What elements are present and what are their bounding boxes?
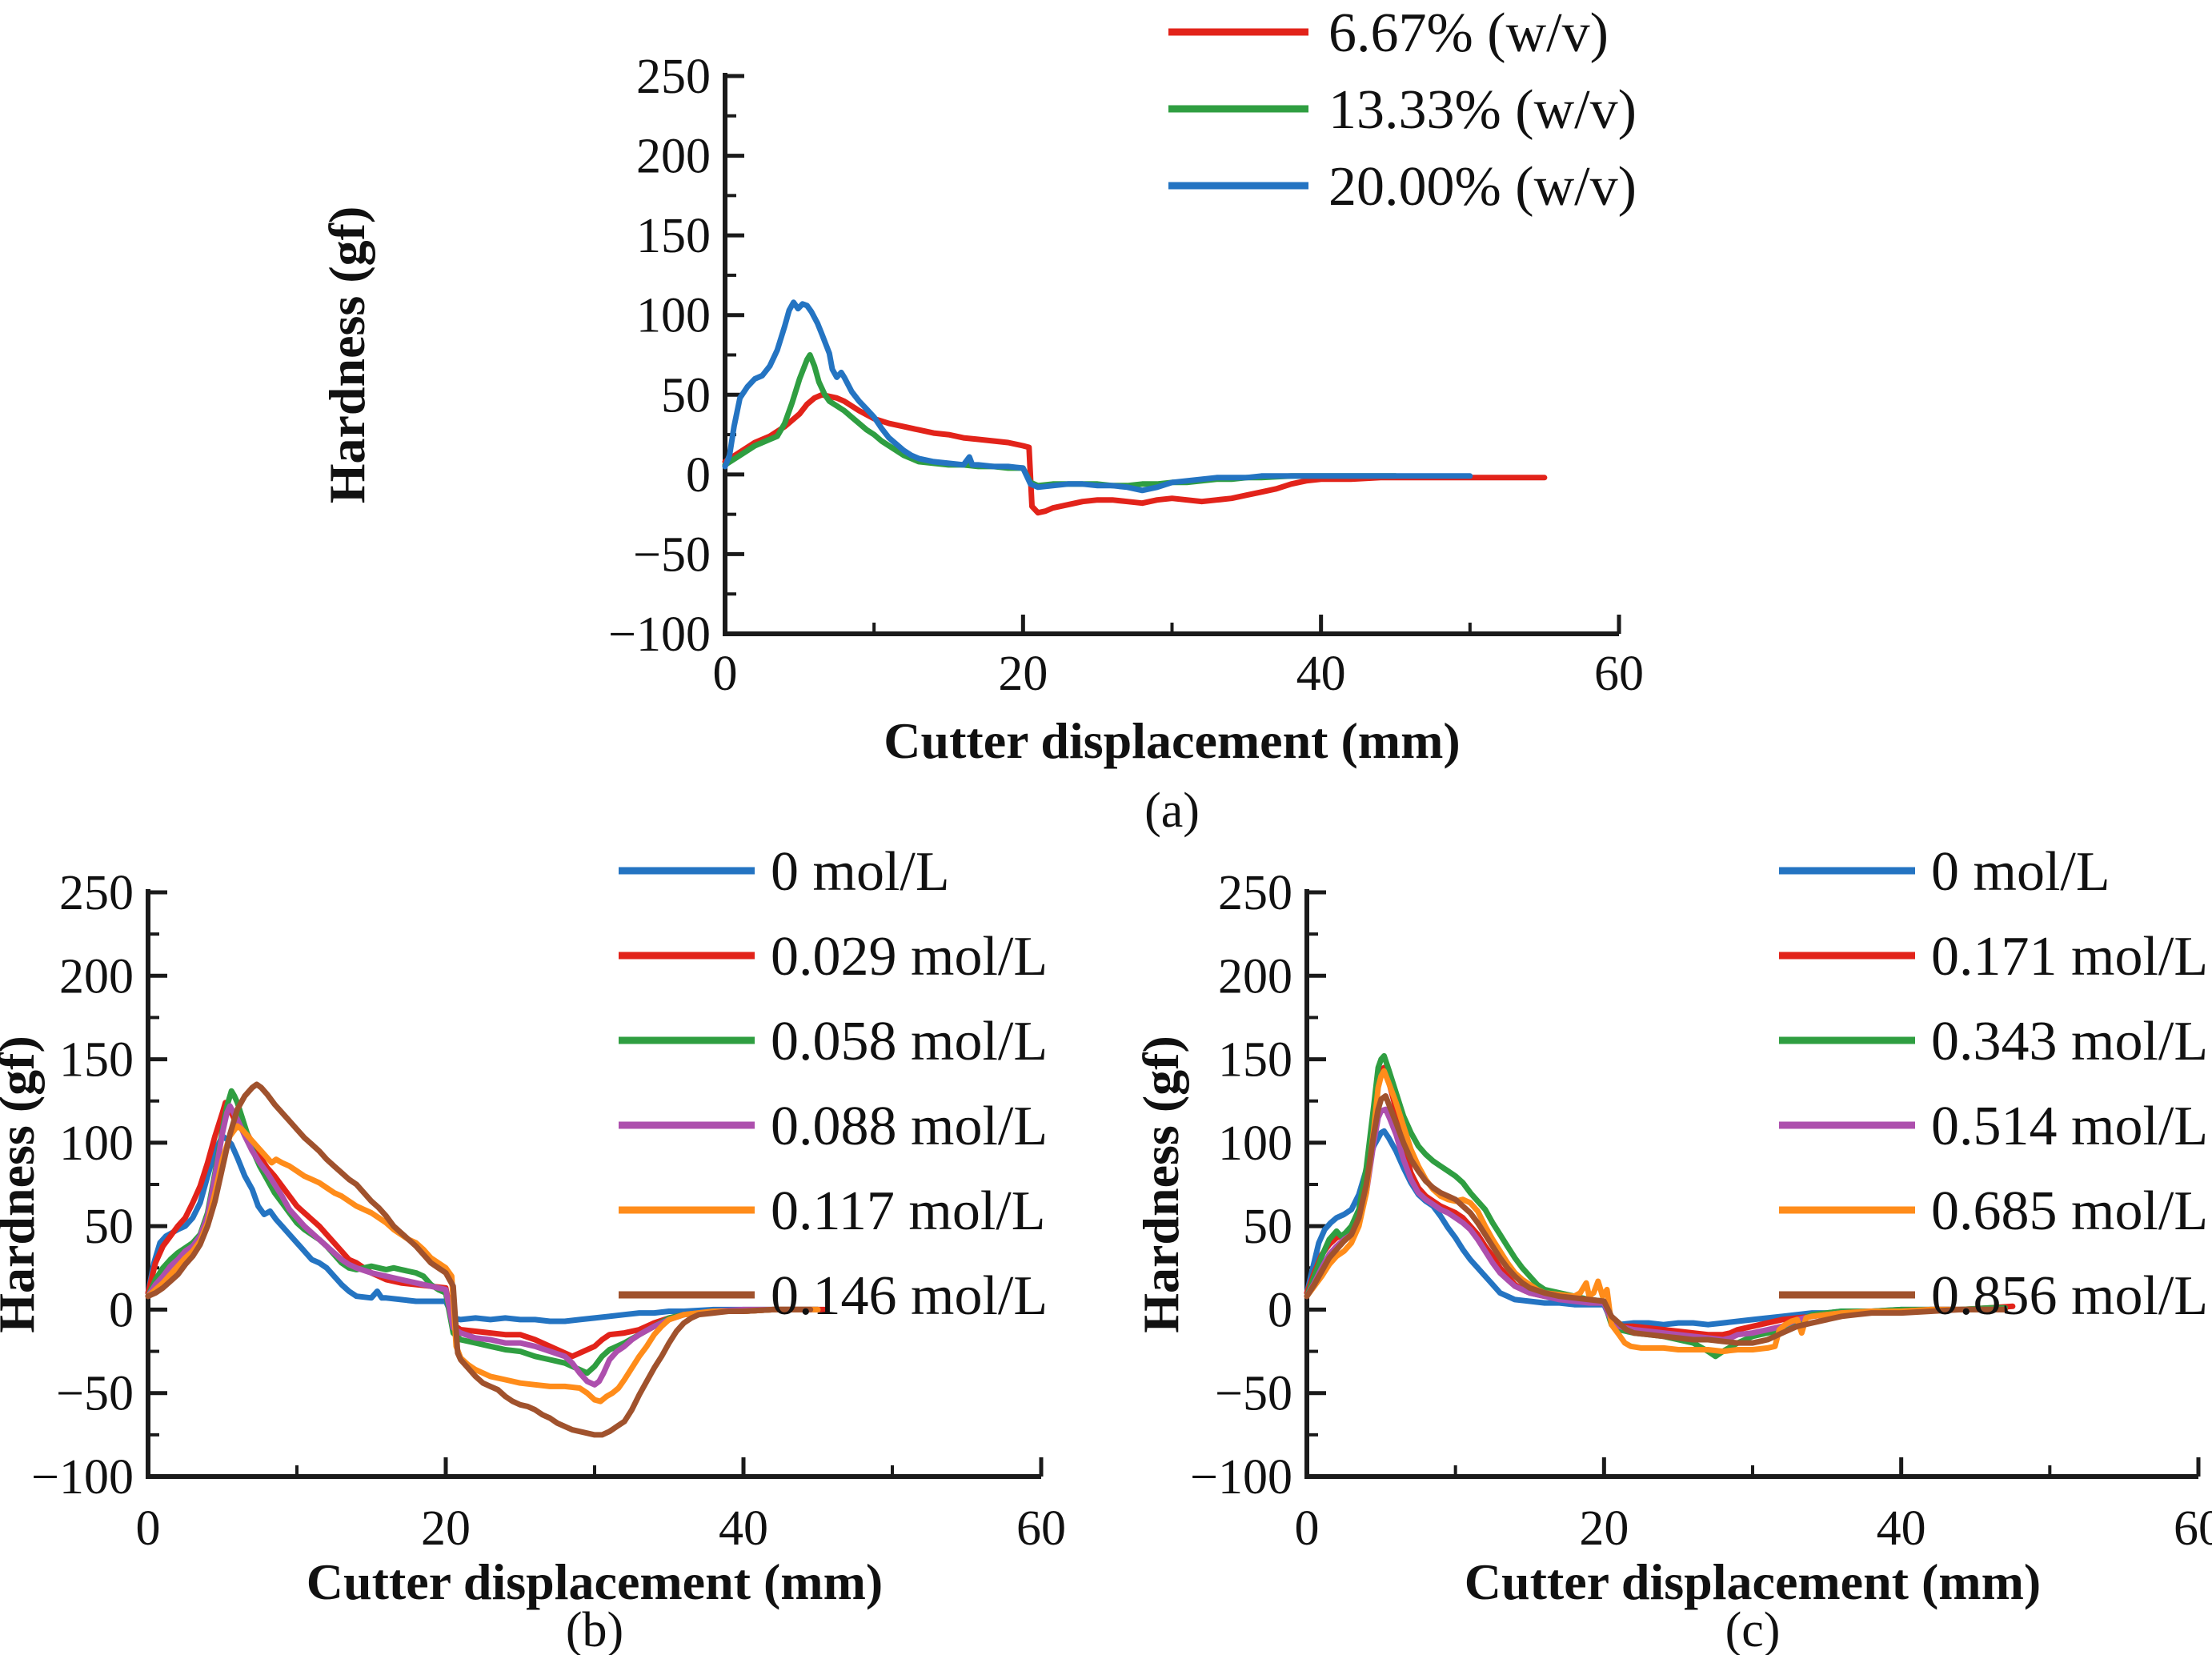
x-tick-label: 0 [136, 1501, 161, 1556]
y-axis-label: Hardness (gf) [1132, 1036, 1189, 1333]
legend-item: 0.514 mol/L [1779, 1096, 2208, 1157]
legend-item: 0.685 mol/L [1779, 1180, 2208, 1242]
y-tick-label: 50 [661, 368, 711, 423]
legend-label: 0.029 mol/L [771, 926, 1048, 988]
series-line-4 [145, 1123, 821, 1405]
chart-b-host: −100 −50 0 50 100 150 200 250 0 20 40 60 Cutter disp… [0, 832, 1120, 1655]
y-tick-label: −50 [633, 527, 711, 582]
y-tick-label: 200 [1218, 949, 1292, 1004]
y-tick-label: 150 [1218, 1033, 1292, 1088]
caption-c: (c) [1725, 1603, 1781, 1655]
y-tick-label: 50 [84, 1200, 134, 1254]
legend-label: 0.514 mol/L [1931, 1096, 2208, 1157]
y-tick-label: 0 [109, 1283, 134, 1337]
series-line-4 [1304, 1068, 2009, 1355]
legend-label: 0.058 mol/L [771, 1011, 1048, 1072]
y-tick-label: −100 [31, 1450, 134, 1505]
x-tick-label: 60 [1016, 1501, 1066, 1556]
y-tick-label: 200 [59, 949, 134, 1004]
y-tick-label: −100 [608, 607, 711, 662]
chart-c-host: −100 −50 0 50 100 150 200 250 0 20 40 60 Cutter disp… [1120, 832, 2212, 1655]
caption-a: (a) [1144, 783, 1200, 838]
legend-item: 6.67% (w/v) [1168, 2, 1609, 64]
series-line-0 [145, 1133, 821, 1324]
y-tick-label: −50 [56, 1367, 134, 1421]
y-axis-label: Hardness (gf) [0, 1036, 45, 1333]
y-tick-label: 250 [636, 50, 711, 104]
legend-label: 0.343 mol/L [1931, 1011, 2208, 1072]
y-tick-label: 200 [636, 130, 711, 184]
series-line-5 [1304, 1093, 2009, 1346]
x-tick-label: 60 [2174, 1501, 2212, 1556]
y-tick-label: 100 [59, 1116, 134, 1171]
x-tick-label: 20 [998, 647, 1048, 701]
x-tick-label: 40 [1296, 647, 1346, 701]
legend-label: 0.685 mol/L [1931, 1180, 2208, 1242]
chart-c: −100 −50 0 50 100 150 200 250 0 20 40 60 Cutter disp… [1132, 841, 2212, 1610]
legend-item: 0.146 mol/L [619, 1265, 1048, 1327]
y-tick-label: 50 [1243, 1200, 1292, 1254]
legend-item: 0.058 mol/L [619, 1011, 1048, 1072]
legend-item: 20.00% (w/v) [1168, 156, 1637, 218]
y-tick-label: −50 [1215, 1367, 1292, 1421]
caption-b: (b) [565, 1603, 624, 1655]
series-line-1 [722, 352, 1399, 489]
legend: 0 mol/L 0.029 mol/L 0.058 mol/L 0.088 mol/L… [619, 841, 1048, 1327]
x-tick-label: 60 [1594, 647, 1644, 701]
y-tick-label: 250 [59, 866, 134, 920]
legend-label: 0.171 mol/L [1931, 926, 2208, 988]
legend-label: 0.146 mol/L [771, 1265, 1048, 1327]
legend-label: 0 mol/L [771, 841, 950, 903]
series-line-2 [1304, 1052, 2009, 1360]
legend: 0 mol/L 0.171 mol/L 0.343 mol/L 0.514 mol/L… [1779, 841, 2208, 1327]
legend-label: 20.00% (w/v) [1328, 156, 1637, 218]
legend-item: 0.171 mol/L [1779, 926, 2208, 988]
legend-item: 0.029 mol/L [619, 926, 1048, 988]
legend-label: 0.117 mol/L [771, 1180, 1046, 1242]
chart-a-host: −100 −50 0 50 100 150 200 250 0 20 40 60 Cutter disp… [304, 0, 1681, 848]
x-tick-label: 0 [1295, 1501, 1320, 1556]
legend-label: 0.856 mol/L [1931, 1265, 2208, 1327]
legend-item: 0 mol/L [1779, 841, 2110, 903]
y-axis-label: Hardness (gf) [319, 206, 375, 504]
series-line-5 [145, 1081, 814, 1438]
x-tick-label: 40 [1877, 1501, 1926, 1556]
legend-item: 0.088 mol/L [619, 1096, 1048, 1157]
y-tick-label: 0 [1268, 1283, 1292, 1337]
y-tick-label: 150 [59, 1033, 134, 1088]
y-tick-label: 150 [636, 209, 711, 263]
legend-label: 13.33% (w/v) [1328, 79, 1637, 141]
series-line-2 [722, 299, 1473, 494]
legend-item: 0.343 mol/L [1779, 1011, 2208, 1072]
y-tick-label: 250 [1218, 866, 1292, 920]
series-line-3 [145, 1103, 821, 1388]
legend-label: 6.67% (w/v) [1328, 2, 1609, 64]
legend-label: 0 mol/L [1931, 841, 2110, 903]
x-tick-label: 40 [719, 1501, 768, 1556]
y-tick-label: 0 [686, 448, 711, 503]
x-axis-label: Cutter displacement (mm) [1465, 1553, 2041, 1610]
chart-a: −100 −50 0 50 100 150 200 250 0 20 40 60 Cutter disp… [319, 2, 1644, 769]
y-tick-label: 100 [636, 289, 711, 343]
x-tick-label: 0 [713, 647, 738, 701]
chart-b: −100 −50 0 50 100 150 200 250 0 20 40 60 Cutter disp… [0, 841, 1066, 1610]
legend-item: 0.117 mol/L [619, 1180, 1046, 1242]
legend-label: 0.088 mol/L [771, 1096, 1048, 1157]
x-tick-label: 20 [1579, 1501, 1629, 1556]
series-line-2 [145, 1088, 821, 1376]
y-tick-label: −100 [1190, 1450, 1292, 1505]
legend: 6.67% (w/v) 13.33% (w/v) 20.00% (w/v) [1168, 2, 1637, 218]
legend-item: 0.856 mol/L [1779, 1265, 2208, 1327]
x-axis-label: Cutter displacement (mm) [307, 1553, 883, 1610]
legend-item: 13.33% (w/v) [1168, 79, 1637, 141]
x-tick-label: 20 [421, 1501, 471, 1556]
legend-item: 0 mol/L [619, 841, 950, 903]
y-tick-label: 100 [1218, 1116, 1292, 1171]
x-axis-label: Cutter displacement (mm) [884, 712, 1460, 769]
